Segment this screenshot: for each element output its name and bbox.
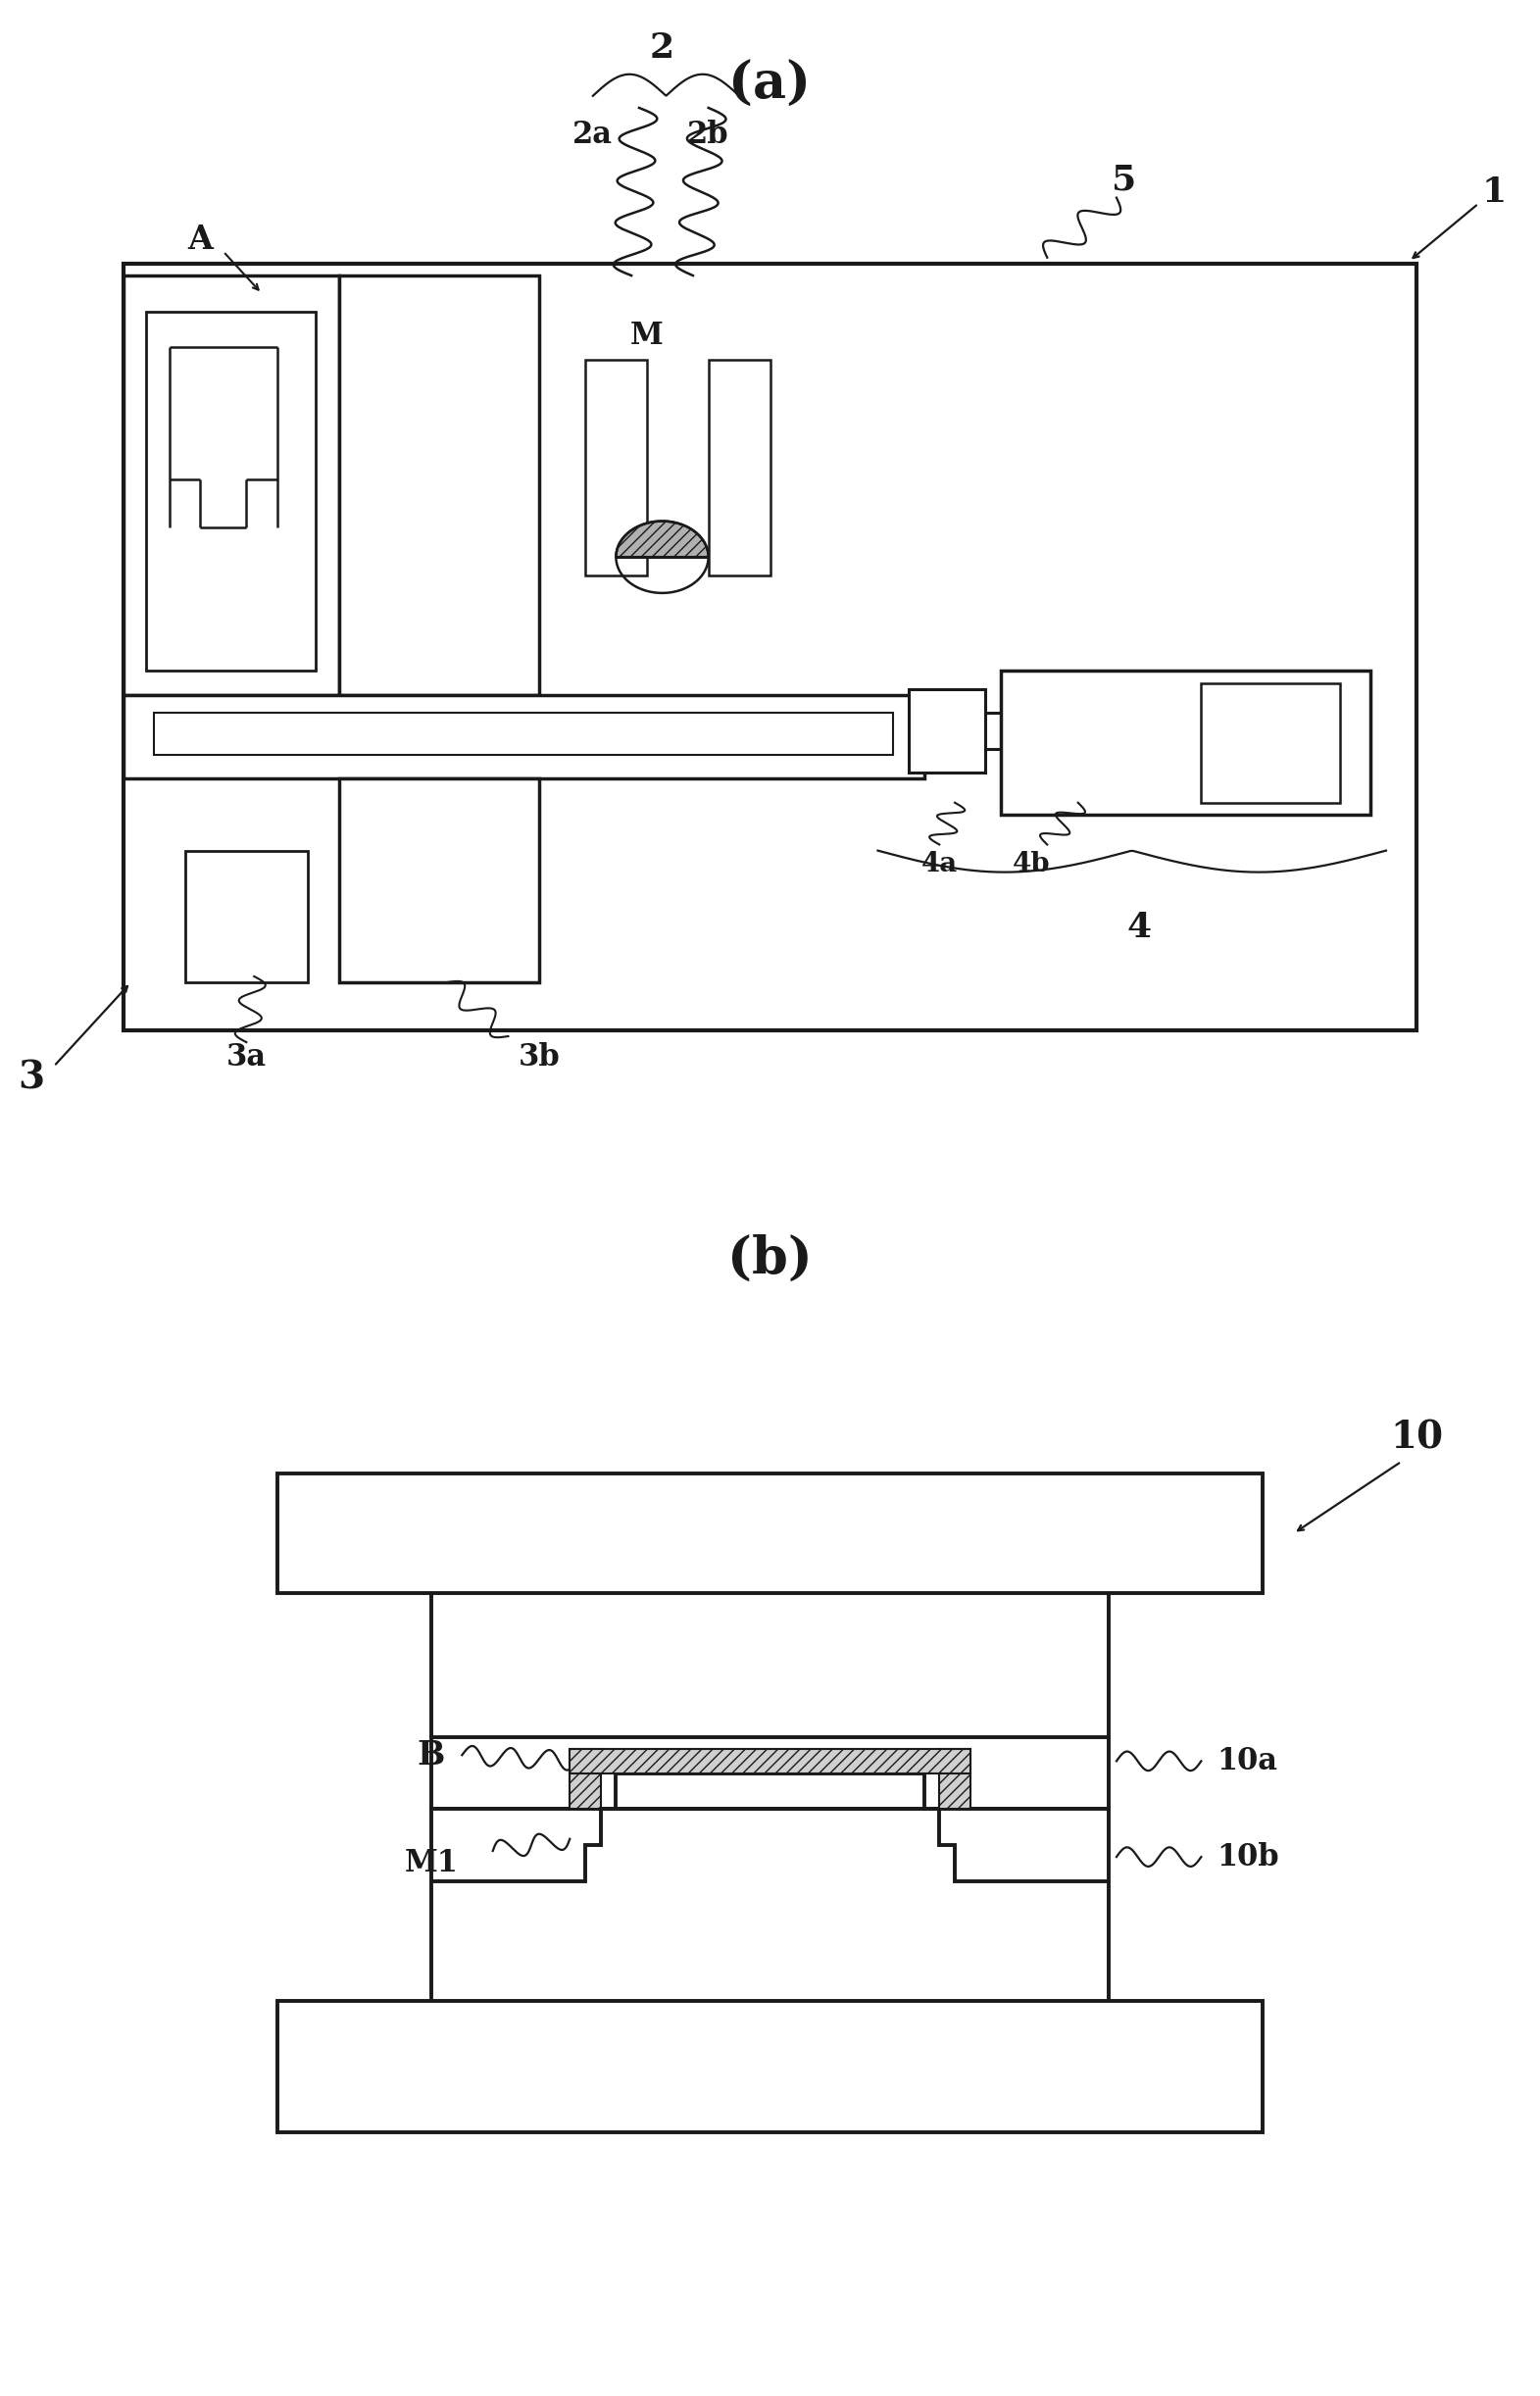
Bar: [570, 1749, 970, 1773]
Text: 4: 4: [1127, 910, 1152, 944]
Text: 2b: 2b: [687, 120, 730, 151]
Text: 1: 1: [1481, 175, 1506, 208]
Text: (b): (b): [727, 1234, 813, 1284]
Bar: [154, 714, 893, 755]
Text: M: M: [630, 321, 664, 350]
Text: 5: 5: [1112, 163, 1137, 196]
Bar: [939, 1749, 970, 1809]
Text: (a): (a): [728, 60, 812, 110]
Bar: [909, 690, 986, 772]
Bar: [570, 1749, 601, 1809]
Bar: [277, 1474, 1263, 1593]
Polygon shape: [431, 1737, 1109, 1809]
Text: 10a: 10a: [1217, 1747, 1277, 1775]
Bar: [585, 359, 647, 575]
Text: 3b: 3b: [517, 1042, 561, 1073]
Bar: [1001, 671, 1371, 815]
Bar: [185, 851, 308, 982]
Polygon shape: [616, 522, 708, 556]
Polygon shape: [431, 1809, 1109, 1881]
Text: 2a: 2a: [573, 120, 613, 151]
Bar: [339, 276, 539, 695]
Text: 10b: 10b: [1217, 1843, 1278, 1871]
Bar: [146, 311, 316, 671]
Bar: [123, 276, 339, 695]
Text: 10: 10: [1391, 1418, 1443, 1457]
Bar: [123, 695, 924, 779]
Bar: [339, 779, 539, 982]
Text: 4a: 4a: [921, 851, 958, 877]
Text: 2: 2: [650, 31, 675, 65]
Text: M1: M1: [405, 1847, 457, 1878]
Text: A: A: [188, 223, 213, 256]
Bar: [277, 2001, 1263, 2132]
Bar: [123, 264, 1417, 1030]
Text: 3a: 3a: [226, 1042, 266, 1073]
Text: 3: 3: [17, 1059, 45, 1097]
Bar: [1201, 683, 1340, 803]
Text: 4b: 4b: [1013, 851, 1050, 877]
Text: B: B: [417, 1739, 445, 1771]
Bar: [708, 359, 770, 575]
